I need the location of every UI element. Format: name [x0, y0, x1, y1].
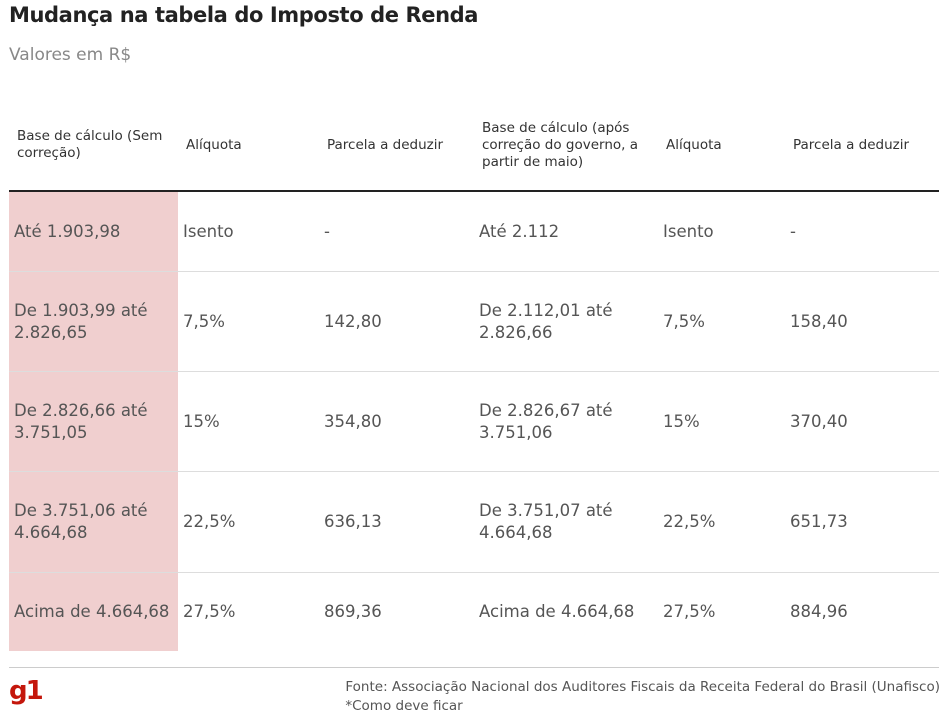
cell-base-sem-correcao: De 1.903,99 até 2.826,65 [9, 272, 178, 371]
cell-base-corrigida: De 2.112,01 até 2.826,66 [479, 300, 613, 342]
cell-base-corrigida: De 2.826,67 até 3.751,06 [479, 400, 613, 442]
cell-parcela: 869,36 [324, 602, 382, 621]
cell-parcela: 142,80 [324, 311, 382, 331]
table-row: Até 1.903,98 Isento - Até 2.112 Isento - [9, 192, 939, 272]
table-row: Acima de 4.664,68 27,5% 869,36 Acima de 4.6… [9, 573, 939, 651]
cell-aliquota: 22,5% [183, 512, 236, 531]
cell-parcela: - [324, 221, 330, 241]
footer-text: Fonte: Associação Nacional dos Auditores… [345, 678, 940, 716]
cell-aliquota-corrigida: Isento [663, 221, 714, 241]
source-text: Fonte: Associação Nacional dos Auditores… [345, 679, 940, 695]
cell-base-sem-correcao: Até 1.903,98 [9, 192, 178, 271]
cell-aliquota: 15% [183, 411, 220, 431]
cell-aliquota-corrigida: 27,5% [663, 602, 716, 621]
cell-aliquota-corrigida: 7,5% [663, 311, 705, 331]
header-base-sem-correcao: Base de cálculo (Sem correção) [17, 128, 163, 161]
table-body: Até 1.903,98 Isento - Até 2.112 Isento - De 1.… [9, 192, 939, 651]
table-row: De 1.903,99 até 2.826,65 7,5% 142,80 De 2.1… [9, 272, 939, 372]
cell-parcela-corrigida: 370,40 [790, 411, 848, 431]
cell-aliquota: Isento [183, 221, 234, 241]
table-row: De 3.751,06 até 4.664,68 22,5% 636,13 De 3.… [9, 472, 939, 573]
g1-logo: g1 [9, 676, 44, 706]
header-parcela: Parcela a deduzir [327, 136, 444, 153]
cell-aliquota: 7,5% [183, 311, 225, 331]
cell-base-corrigida: De 3.751,07 até 4.664,68 [479, 501, 613, 542]
cell-base-sem-correcao: Acima de 4.664,68 [9, 573, 178, 651]
cell-parcela-corrigida: 158,40 [790, 311, 848, 331]
cell-base-corrigida: Até 2.112 [479, 221, 560, 241]
tax-table: Base de cálculo (Sem correção) Alíquota … [9, 100, 939, 651]
cell-parcela-corrigida: 651,73 [790, 512, 848, 531]
header-parcela-corrigida: Parcela a deduzir [793, 136, 910, 153]
table-header-row: Base de cálculo (Sem correção) Alíquota … [9, 100, 939, 192]
note-text: *Como deve ficar [345, 698, 463, 714]
page-subtitle: Valores em R$ [9, 45, 132, 65]
header-aliquota-corrigida: Alíquota [666, 136, 722, 153]
cell-parcela-corrigida: - [790, 221, 796, 241]
cell-aliquota-corrigida: 22,5% [663, 512, 716, 531]
cell-parcela: 636,13 [324, 512, 382, 531]
cell-base-corrigida: Acima de 4.664,68 [479, 602, 635, 621]
cell-parcela: 354,80 [324, 411, 382, 431]
cell-aliquota-corrigida: 15% [663, 411, 700, 431]
cell-aliquota: 27,5% [183, 602, 236, 621]
cell-base-sem-correcao: De 3.751,06 até 4.664,68 [9, 472, 178, 572]
header-base-corrigida: Base de cálculo (após correção do govern… [482, 119, 639, 170]
header-aliquota: Alíquota [186, 136, 242, 153]
page-title: Mudança na tabela do Imposto de Renda [9, 3, 479, 27]
cell-base-sem-correcao: De 2.826,66 até 3.751,05 [9, 372, 178, 471]
table-row: De 2.826,66 até 3.751,05 15% 354,80 De 2.82… [9, 372, 939, 472]
footer-divider [9, 667, 939, 668]
cell-parcela-corrigida: 884,96 [790, 602, 848, 621]
